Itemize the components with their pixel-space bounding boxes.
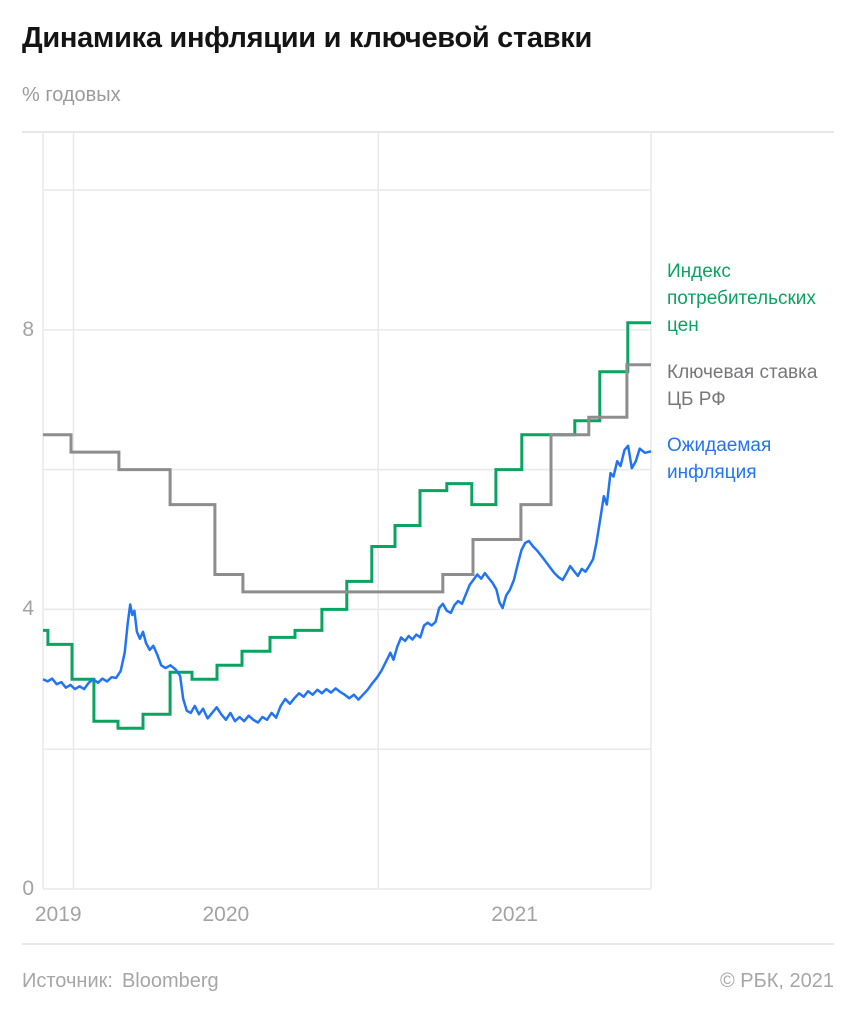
legend-item-cpi: Индекс потребительских цен [667,261,816,336]
x-tick-2019: 2019 [34,903,82,926]
header-divider [22,131,834,133]
legend-item-key-rate: Ключевая ставка ЦБ РФ [667,362,818,410]
y-axis-unit-label: % годовых [22,84,121,106]
source-note: Источник: Bloomberg [22,970,219,993]
y-tick-0: 0 [22,877,34,900]
key-rate-line [43,363,651,594]
y-tick-8: 8 [22,317,34,341]
source-label: Источник: [22,970,113,992]
cpi-line [43,321,651,730]
y-tick-4: 4 [22,597,34,621]
footer-divider [22,943,834,945]
x-tick-2021: 2021 [491,903,538,926]
legend-item-expected-inflation: Ожидаемая инфляция [667,435,772,483]
expected-inflation-line [42,444,652,724]
source-value: Bloomberg [121,970,219,992]
page-title: Динамика инфляции и ключевой ставки [22,22,592,54]
x-tick-2020: 2020 [202,903,250,926]
copyright-note: © РБК, 2021 [719,970,834,992]
